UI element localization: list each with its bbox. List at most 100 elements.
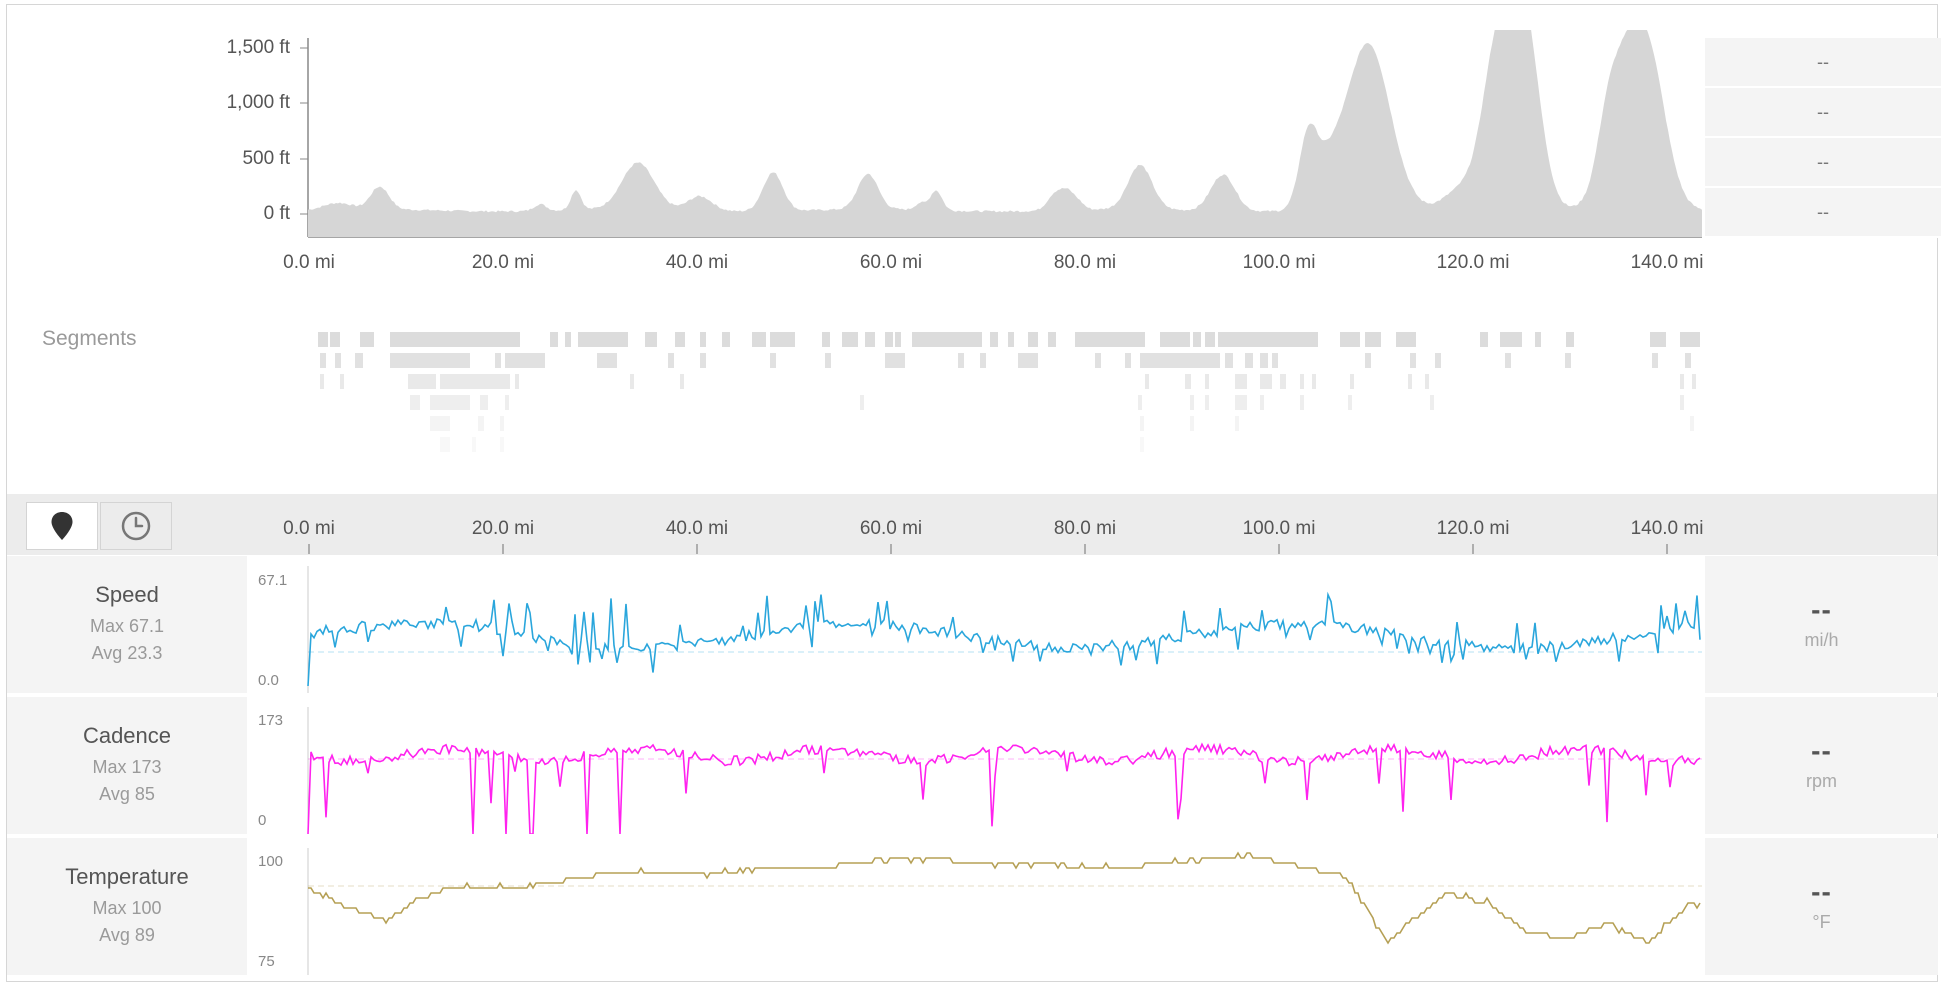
stream-avg: Avg 85 <box>99 784 155 804</box>
segment-bar <box>515 374 519 389</box>
segment-bar <box>822 332 830 347</box>
segment-bar <box>1685 353 1691 368</box>
segment-bar <box>865 332 875 347</box>
segment-bar <box>1225 353 1233 368</box>
segment-bar <box>1396 332 1416 347</box>
segment-bar <box>340 374 344 389</box>
segment-bar <box>430 416 450 431</box>
segment-bar <box>1340 332 1360 347</box>
segment-bar <box>1190 395 1194 410</box>
x-tick-label: 20.0 mi <box>471 518 535 539</box>
x-tick-label: 20.0 mi <box>471 252 535 273</box>
segment-bar <box>1312 374 1316 389</box>
segment-bar <box>1410 353 1416 368</box>
stream-avg: Avg 23.3 <box>91 643 163 663</box>
segment-bar <box>480 395 488 410</box>
x-tick-label: 140.0 mi <box>1630 252 1704 273</box>
segment-bar <box>958 353 964 368</box>
stream-unit: rpm <box>1806 771 1837 791</box>
temperature-y-max: 100 <box>258 853 284 870</box>
elevation-legend-value: -- <box>1705 138 1941 188</box>
segment-bar <box>1205 332 1215 347</box>
segment-bar <box>472 437 476 452</box>
segment-bar <box>675 332 685 347</box>
x-tick-label: 40.0 mi <box>665 518 729 539</box>
segment-bar <box>1430 395 1434 410</box>
segments-track[interactable] <box>300 325 1710 465</box>
segment-bar <box>500 416 504 431</box>
segment-bar <box>1048 332 1056 347</box>
segment-bar <box>390 353 470 368</box>
cadence-label-cell: Cadence Max 173 Avg 85 <box>7 697 247 834</box>
segment-bar <box>597 353 617 368</box>
segment-bar <box>1125 353 1131 368</box>
segment-bar <box>478 416 484 431</box>
segment-bar <box>1193 332 1201 347</box>
temperature-value-cell: -- °F <box>1705 838 1938 975</box>
segment-bar <box>1235 395 1247 410</box>
stream-unit: mi/h <box>1804 630 1839 650</box>
segment-bar <box>1300 374 1304 389</box>
y-tick-label: 1,500 ft <box>226 37 290 58</box>
segment-bar <box>1260 374 1272 389</box>
y-tick-label: 0 ft <box>263 203 290 224</box>
segment-bar <box>1348 395 1352 410</box>
segment-bar <box>842 332 858 347</box>
distance-mode-button[interactable] <box>26 502 98 550</box>
stream-max: Max 67.1 <box>89 616 165 636</box>
segment-bar <box>430 395 470 410</box>
segment-bar <box>1652 353 1658 368</box>
segment-bar <box>722 332 730 347</box>
segment-bar <box>1680 395 1684 410</box>
y-tick-label: 1,000 ft <box>226 92 290 113</box>
segment-bar <box>1505 353 1511 368</box>
segment-bar <box>408 374 436 389</box>
segment-bar <box>1075 332 1145 347</box>
stream-avg: Avg 89 <box>99 925 155 945</box>
stream-unit: °F <box>1812 912 1831 932</box>
x-tick-label: 100.0 mi <box>1242 518 1316 539</box>
segment-bar <box>885 353 905 368</box>
segment-bar <box>505 395 509 410</box>
segment-bar <box>320 374 324 389</box>
segment-bar <box>1140 416 1144 431</box>
stream-line <box>307 591 1701 687</box>
segment-bar <box>630 374 634 389</box>
stream-name: Cadence <box>82 723 172 748</box>
segment-bar <box>1205 395 1209 410</box>
temperature-plot <box>307 848 1702 975</box>
segment-bar <box>578 332 628 347</box>
segment-bar <box>1365 332 1381 347</box>
x-tick-label: 120.0 mi <box>1436 518 1510 539</box>
stream-current-value: -- <box>1811 735 1832 766</box>
segment-bar <box>1500 332 1522 347</box>
stream-name: Speed <box>95 582 159 607</box>
segment-bar <box>1260 353 1268 368</box>
x-tick-label: 60.0 mi <box>859 252 923 273</box>
segment-bar <box>505 353 545 368</box>
segment-bar <box>1565 353 1571 368</box>
segment-bar <box>1690 416 1694 431</box>
segment-bar <box>1260 395 1264 410</box>
x-tick-label: 60.0 mi <box>859 518 923 539</box>
segment-bar <box>1145 374 1149 389</box>
x-tick-label: 0.0 mi <box>283 252 335 273</box>
speed-label-cell: Speed Max 67.1 Avg 23.3 <box>7 556 247 693</box>
chart-toolbar <box>7 494 1937 555</box>
stream-current-value: -- <box>1811 594 1832 625</box>
elevation-area <box>308 30 1702 237</box>
elevation-legend-value: -- <box>1705 88 1941 138</box>
segment-bar <box>1235 374 1247 389</box>
segment-bar <box>355 353 363 368</box>
time-mode-button[interactable] <box>100 502 172 550</box>
segment-bar <box>1408 374 1412 389</box>
stream-line <box>308 851 1701 945</box>
segment-bar <box>1028 332 1038 347</box>
segment-bar <box>1245 353 1253 368</box>
segment-bar <box>1535 332 1541 347</box>
x-tick-label: 140.0 mi <box>1630 518 1704 539</box>
segment-bar <box>1300 395 1304 410</box>
temperature-label-cell: Temperature Max 100 Avg 89 <box>7 838 247 975</box>
elevation-legend-value: -- <box>1705 38 1941 88</box>
x-tick-label: 40.0 mi <box>665 252 729 273</box>
